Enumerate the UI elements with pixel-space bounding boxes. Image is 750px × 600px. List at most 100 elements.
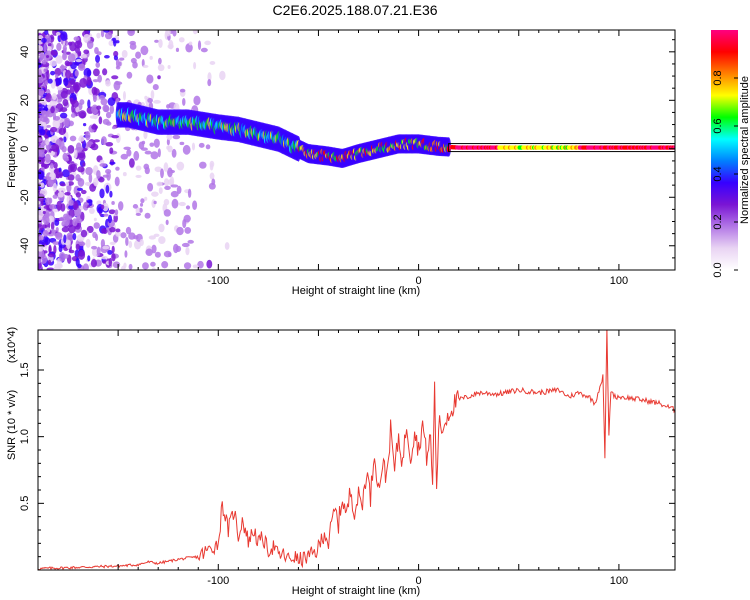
spectrogram-noise-cell [143,163,150,170]
spectrogram-noise-cell [53,168,60,175]
spectrogram-noise-cell [98,176,105,183]
spectrogram-noise-cell [69,79,76,85]
spectrogram-noise-cell [95,61,101,68]
spectrogram-noise-cell [109,147,114,154]
spectrogram-noise-cell [152,84,159,91]
spectrogram-noise-cell [68,204,75,210]
spectrogram-noise-cell [45,92,52,103]
spectrogram-noise-cell [109,104,115,114]
spectrogram-noise-cell [204,40,211,46]
spectrogram-noise-cell [161,261,169,269]
spectrogram-ridge-outline [448,143,675,153]
spectrogram-noise-cell [192,200,198,210]
spectrogram-noise-cell [176,226,184,236]
spectrogram-noise-cell [192,264,199,269]
spectrogram-noise-cell [111,126,116,130]
spectrogram-noise-cell [224,242,230,250]
snr-series-line [38,330,675,570]
snr-y-axis-label: SNR (10 * v/v) [6,390,18,460]
spectrogram-noise-cell [105,141,114,147]
spectrogram-noise-cell [102,245,110,250]
spectrogram-noise-cell [128,232,136,240]
spectrogram-noise-cell [73,200,78,211]
spectrogram-noise-cell [46,55,50,59]
spectrogram-noise-cell [54,219,60,226]
spectrogram-noise-cell [74,207,82,217]
spectrogram-noise-cell [77,177,83,182]
spectrogram-noise-cell [53,265,61,270]
spectrogram-noise-cell [185,205,191,210]
spectrogram-noise-cell [77,249,86,260]
spectrogram-noise-cell [68,224,76,234]
spectrogram-noise-cell [55,55,63,64]
spectrogram-noise-cell [55,232,63,240]
spectrogram-noise-cell [44,153,51,163]
spectrogram-noise-cell [158,187,163,194]
colorbar-tick-label: 0.0 [712,262,724,277]
spectrogram-noise-cell [119,57,125,61]
spectrogram-noise-cell [120,232,127,239]
spectrogram-noise-cell [41,59,47,65]
spectrogram-noise-cell [163,209,171,217]
spectrogram-noise-cell [111,75,119,80]
spectrogram-noise-cell [146,74,154,84]
spectrogram-noise-cell [135,51,142,59]
spectrogram-noise-cell [93,217,97,222]
spectrogram-noise-cell [92,94,97,103]
spectrogram-noise-cell [163,250,172,258]
spectrogram-noise-cell [154,39,159,43]
spectrogram-noise-cell [129,40,136,46]
spectrogram-noise-cell [207,72,212,82]
spectrogram-noise-cell [144,196,148,201]
spectrogram-noise-cell [47,180,54,187]
spectrogram-noise-cell [90,143,99,151]
spectrogram-noise-cell [72,233,77,241]
spectrogram-noise-cell [138,141,145,150]
spectrogram-noise-cell [77,63,86,71]
spectrogram-noise-cell [77,241,86,247]
x-tick-label: -100 [207,275,229,287]
spectrogram-noise-cell [185,246,190,256]
spectrogram-noise-cell [40,207,45,212]
spectrogram-noise-cell [80,211,85,222]
spectrogram-noise-cell [149,142,155,147]
spectrogram-noise-cell [80,229,88,238]
spectrogram-noise-cell [140,198,145,204]
spectrogram-noise-cell [75,192,82,198]
spectrogram-noise-cell [172,134,181,140]
spectrogram-noise-cell [92,79,99,83]
spectrogram-noise-cell [154,166,162,173]
spectrogram-noise-cell [49,60,57,67]
y-tick-label: 0.5 [19,496,31,511]
spectrogram-noise-cell [126,149,132,157]
spectrogram-noise-cell [184,226,192,234]
spectrogram-noise-cell [170,190,179,198]
spectrogram-noise-cell [85,166,93,176]
spectrogram-noise-cell [182,98,186,106]
spectrogram-noise-cell [42,224,47,229]
spectrogram-noise-cell [65,181,70,187]
spectrogram-noise-cell [69,163,78,173]
spectrogram-noise-cell [87,255,91,262]
spectrogram-noise-cell [71,100,79,108]
spectrogram-noise-cell [51,143,60,152]
snr-y-ticks: 0.5 1.0 1.5 [19,342,675,558]
spectrogram-noise-cell [193,95,201,106]
spectrogram-noise-cell [89,115,98,119]
spectrogram-noise-cell [175,245,182,252]
spectrogram-noise-cell [151,191,159,197]
spectrogram-noise-cell [52,241,60,246]
spectrogram-noise-cell [76,147,84,151]
spectrogram-noise-cell [64,191,71,196]
spectrogram-noise-cell [187,188,192,198]
colorbar: 0.0 0.2 0.4 0.6 0.8 Normalized spectral ampl… [711,30,750,278]
colorbar-tick-label: 0.8 [712,70,724,85]
spectrogram-noise-cell [163,178,170,187]
spectrogram-noise-cell [97,74,103,83]
spectrogram-noise-cell [42,235,49,243]
spectrogram-noise-cell [134,239,142,250]
spectrogram-noise-cell [49,100,57,106]
spectrogram-noise-cell [77,166,85,173]
spectrogram-noise-cell [39,52,45,59]
x-tick-label: 0 [416,575,422,587]
